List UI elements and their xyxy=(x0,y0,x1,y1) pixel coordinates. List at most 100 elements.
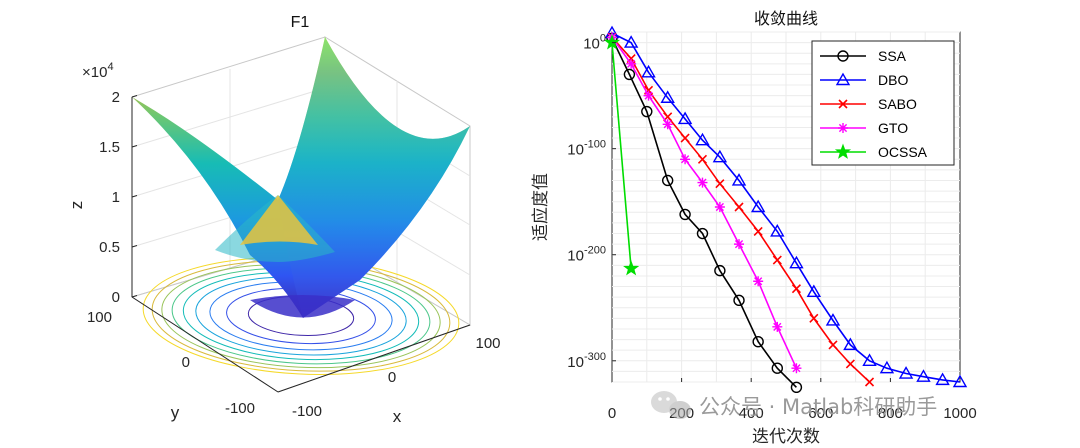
z-tick-mark xyxy=(131,295,138,298)
y-tick-label: 100 xyxy=(583,33,606,53)
z-tick-label: 0.5 xyxy=(99,239,120,256)
data-point xyxy=(641,64,656,78)
data-point xyxy=(697,154,708,164)
series-line xyxy=(611,42,632,269)
z-axis-label: z xyxy=(67,201,86,210)
legend-item-sabo: SABO xyxy=(820,96,917,112)
y-tick-label: 10-200 xyxy=(567,245,606,265)
data-point xyxy=(643,90,654,101)
z-tick-label: 0 xyxy=(112,289,120,306)
x-tick-label: 100 xyxy=(475,335,500,352)
data-point xyxy=(898,366,914,379)
data-point xyxy=(789,255,804,269)
x-tick-label: 800 xyxy=(878,405,903,422)
legend-label: SABO xyxy=(878,96,917,112)
data-point xyxy=(677,111,693,125)
data-point xyxy=(837,50,849,62)
surface-bottom-bowl xyxy=(250,295,355,318)
x-axis-label: x xyxy=(393,407,402,426)
y-tick-label: 0 xyxy=(182,354,190,371)
x-tick-label: 1000 xyxy=(943,405,976,422)
data-point xyxy=(935,372,950,386)
x-tick-label: 400 xyxy=(739,405,764,422)
data-point xyxy=(623,68,636,81)
x-tick-label: 0 xyxy=(608,405,616,422)
data-point xyxy=(772,255,782,265)
data-point xyxy=(838,123,848,133)
data-point xyxy=(695,132,710,146)
z-tick-mark xyxy=(131,145,138,148)
convergence-ylabel: 适应度值 xyxy=(531,173,551,241)
data-point xyxy=(696,227,709,240)
z-multiplier: ×104 xyxy=(82,61,114,81)
legend-item-dbo: DBO xyxy=(820,72,908,88)
data-point xyxy=(714,202,725,212)
series-dbo xyxy=(604,25,968,388)
data-point xyxy=(752,335,764,348)
data-point xyxy=(791,284,802,294)
legend-label: OCSSA xyxy=(878,144,928,160)
data-point xyxy=(838,99,848,109)
data-point xyxy=(715,179,725,189)
data-point xyxy=(771,362,783,374)
legend-label: SSA xyxy=(878,48,907,64)
y-tick-label: 10-300 xyxy=(567,351,606,371)
data-point xyxy=(879,360,895,374)
data-point xyxy=(806,284,822,298)
data-point xyxy=(864,377,875,387)
data-point xyxy=(828,340,838,350)
data-point xyxy=(862,353,877,366)
y-tick-label: 10-100 xyxy=(567,139,606,159)
x-tick-label: -100 xyxy=(292,403,322,420)
data-point xyxy=(843,337,858,351)
data-point xyxy=(734,202,744,212)
data-point xyxy=(835,72,851,86)
data-point xyxy=(680,154,691,165)
convergence-xlabel: 迭代次数 xyxy=(752,427,820,447)
z-tick-label: 1 xyxy=(112,189,120,206)
data-point xyxy=(680,133,690,143)
legend-item-gto: GTO xyxy=(820,120,908,136)
z-tick-mark xyxy=(131,245,138,248)
data-point xyxy=(712,149,728,163)
data-point xyxy=(790,381,803,394)
data-point xyxy=(834,143,852,159)
x-tick-label: 0 xyxy=(388,369,396,386)
series-layer xyxy=(603,25,968,394)
series-ssa xyxy=(606,32,803,394)
z-tick-label: 1.5 xyxy=(99,139,120,156)
data-point xyxy=(660,90,675,103)
data-point xyxy=(714,264,726,277)
data-point xyxy=(641,105,653,118)
data-point xyxy=(772,321,783,332)
data-point xyxy=(753,276,764,287)
data-point xyxy=(770,223,785,237)
data-point xyxy=(734,239,745,250)
legend-item-ssa: SSA xyxy=(820,48,907,64)
x-tick-label: 600 xyxy=(808,405,833,422)
data-point xyxy=(791,363,802,374)
data-point xyxy=(731,173,747,186)
legend-label: DBO xyxy=(878,72,908,88)
wechat-icon xyxy=(651,391,691,419)
legend-item-ocssa: OCSSA xyxy=(820,143,928,160)
data-point xyxy=(697,177,708,188)
y-tick-label: 100 xyxy=(87,309,112,326)
data-point xyxy=(626,58,637,69)
z-tick-mark xyxy=(131,95,138,98)
legend-label: GTO xyxy=(878,120,908,136)
data-point xyxy=(845,359,855,369)
z-tick-label: 2 xyxy=(112,89,120,106)
legend: SSA DBO SABO GTO OCSSA xyxy=(811,40,955,166)
z-tick-mark xyxy=(131,195,138,198)
data-point xyxy=(679,208,691,221)
data-point xyxy=(733,294,745,307)
data-point xyxy=(750,199,766,213)
y-tick-label: -100 xyxy=(225,400,255,417)
data-point xyxy=(603,34,621,50)
data-point xyxy=(916,369,931,382)
